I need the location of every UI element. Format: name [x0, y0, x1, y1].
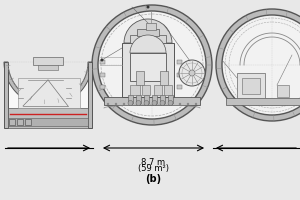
Bar [137, 29, 159, 36]
Circle shape [146, 5, 149, 8]
Bar [88, 62, 92, 128]
Circle shape [100, 58, 103, 62]
Polygon shape [8, 62, 88, 128]
Bar [177, 73, 182, 77]
Bar [128, 95, 133, 103]
Bar [154, 85, 162, 95]
Bar [136, 71, 144, 85]
Wedge shape [130, 35, 166, 53]
Circle shape [128, 100, 133, 106]
Bar [100, 60, 105, 64]
Bar [8, 108, 88, 128]
Circle shape [131, 103, 133, 105]
Bar [4, 62, 8, 128]
Bar [277, 85, 289, 97]
Bar [164, 85, 172, 95]
Circle shape [179, 103, 181, 105]
Bar [146, 23, 156, 30]
Circle shape [168, 100, 173, 106]
Bar [100, 85, 105, 89]
Bar [100, 73, 105, 77]
Bar [122, 43, 174, 97]
Circle shape [222, 15, 300, 115]
Circle shape [155, 103, 157, 105]
Circle shape [107, 103, 109, 105]
Circle shape [216, 9, 300, 121]
Circle shape [139, 103, 141, 105]
Bar [18, 78, 80, 108]
Bar [242, 78, 260, 94]
Circle shape [123, 103, 125, 105]
Bar [130, 35, 166, 43]
Bar [25, 119, 31, 125]
Circle shape [92, 5, 212, 125]
Text: 8.7 m: 8.7 m [141, 158, 165, 167]
Circle shape [171, 103, 173, 105]
Circle shape [147, 103, 149, 105]
Bar [237, 73, 265, 98]
Bar [177, 85, 182, 89]
Bar [130, 53, 166, 81]
Bar [136, 95, 141, 103]
Wedge shape [124, 19, 172, 43]
Circle shape [163, 103, 165, 105]
Circle shape [144, 100, 149, 106]
Bar [144, 95, 149, 103]
Bar [38, 65, 58, 70]
Circle shape [189, 70, 195, 76]
Circle shape [187, 103, 189, 105]
Bar [177, 60, 182, 64]
Bar [226, 98, 300, 105]
Bar [160, 95, 165, 103]
Circle shape [152, 100, 157, 106]
Bar [33, 57, 63, 65]
Circle shape [98, 11, 206, 119]
Bar [104, 97, 200, 105]
Bar [160, 71, 168, 85]
Circle shape [160, 100, 165, 106]
Bar [142, 85, 150, 95]
Bar [9, 119, 15, 125]
Bar [168, 95, 173, 103]
Circle shape [115, 103, 117, 105]
Circle shape [179, 60, 205, 86]
Polygon shape [4, 62, 92, 106]
Text: (b): (b) [145, 174, 161, 184]
Text: (59 m²): (59 m²) [137, 164, 169, 173]
Bar [17, 119, 23, 125]
Bar [152, 95, 157, 103]
Bar [8, 118, 88, 126]
Circle shape [136, 100, 141, 106]
Circle shape [195, 103, 197, 105]
Bar [130, 85, 140, 95]
